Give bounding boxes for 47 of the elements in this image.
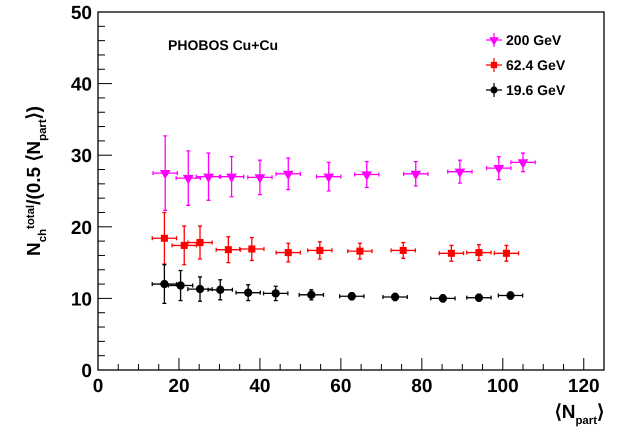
point	[196, 284, 204, 294]
legend-label: 200 GeV	[506, 32, 562, 48]
y-tick-label: 0	[81, 361, 92, 382]
point	[361, 171, 372, 181]
x-tick-label: 20	[168, 376, 190, 397]
point	[493, 164, 504, 174]
x-tick-label: 60	[330, 376, 352, 397]
y-tick-label: 40	[70, 74, 92, 96]
point	[160, 280, 169, 288]
point	[180, 242, 188, 249]
point	[475, 249, 482, 256]
point	[216, 286, 224, 294]
point	[518, 159, 528, 169]
point	[224, 246, 232, 254]
point	[160, 170, 171, 180]
x-tick-label: 80	[411, 376, 432, 397]
point	[448, 250, 455, 257]
point	[316, 246, 324, 254]
point	[454, 168, 466, 178]
point	[254, 174, 266, 184]
point	[203, 174, 214, 183]
point	[410, 170, 422, 180]
point	[160, 234, 168, 242]
y-tick-label: 30	[70, 146, 92, 168]
x-tick-label: 40	[249, 376, 270, 397]
point	[356, 248, 364, 255]
y-tick-label: 20	[70, 218, 92, 239]
point	[284, 249, 292, 256]
point	[272, 289, 280, 298]
point	[182, 175, 194, 184]
point	[282, 170, 294, 180]
point	[248, 245, 256, 253]
x-tick-label: 120	[568, 376, 600, 397]
y-tick-label: 50	[70, 3, 92, 24]
point	[400, 246, 407, 254]
point	[244, 288, 252, 297]
annotation: PHOBOS Cu+Cu	[168, 37, 278, 53]
point	[226, 174, 237, 183]
point	[196, 239, 204, 246]
y-tick-label: 10	[70, 289, 92, 310]
point	[176, 281, 185, 290]
legend-label: 62.4 GeV	[506, 57, 566, 73]
x-axis-title: ⟨N$_{part}$⟩	[554, 402, 604, 427]
legend-label: 19.6 GeV	[506, 82, 566, 98]
point	[502, 250, 510, 257]
point	[323, 174, 334, 183]
x-tick-label: 100	[486, 376, 519, 397]
